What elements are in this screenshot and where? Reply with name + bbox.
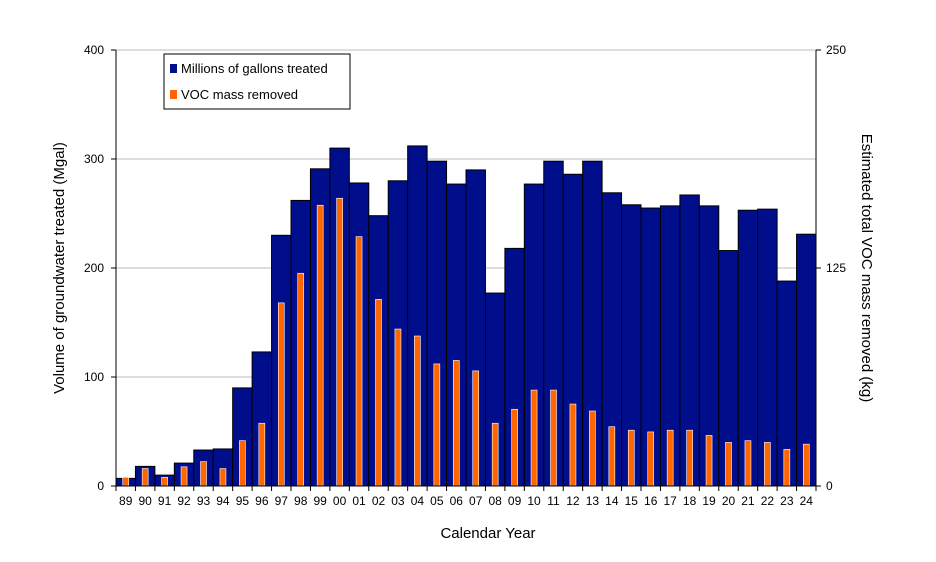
bar-voc [530, 389, 538, 487]
bar-voc [452, 360, 460, 487]
bar-voc [355, 236, 363, 487]
bar-voc [336, 197, 343, 487]
bar-voc [627, 429, 635, 487]
x-tick-label: 92 [177, 494, 191, 508]
x-tick-label: 10 [527, 494, 541, 508]
x-tick-label: 24 [800, 494, 814, 508]
bar-voc [161, 476, 168, 487]
x-tick-label: 99 [313, 494, 327, 508]
legend-label-gallons: Millions of gallons treated [181, 61, 328, 76]
bar-voc [647, 431, 655, 487]
x-tick-label: 06 [450, 494, 464, 508]
bar-voc [802, 443, 810, 487]
x-tick-label: 00 [333, 494, 347, 508]
bar-voc [589, 410, 596, 487]
bar-voc [491, 422, 499, 487]
bar-voc [783, 449, 791, 487]
x-tick-label: 17 [663, 494, 677, 508]
x-tick-label: 94 [216, 494, 230, 508]
bar-voc [433, 363, 441, 487]
bar-voc [277, 302, 285, 487]
legend-label-voc: VOC mass removed [181, 87, 298, 102]
y-left-tick-label: 200 [84, 261, 104, 275]
x-tick-label: 15 [625, 494, 639, 508]
x-tick-label: 98 [294, 494, 308, 508]
x-tick-label: 20 [722, 494, 736, 508]
bar-voc [258, 422, 266, 487]
x-tick-label: 89 [119, 494, 133, 508]
voc-bars [122, 197, 810, 487]
x-tick-label: 14 [605, 494, 619, 508]
y-left-tick-label: 400 [84, 43, 104, 57]
legend-box [163, 53, 351, 110]
bar-voc [180, 466, 188, 487]
bar-voc [472, 370, 480, 487]
bar-voc [764, 442, 771, 487]
bar-voc [608, 426, 616, 487]
bar-voc [414, 335, 421, 487]
y-left-tick-labels: 0 100 200 300 400 [84, 43, 116, 493]
bar-voc [200, 461, 207, 487]
y-right-tick-label: 125 [826, 261, 846, 275]
bar-voc [122, 476, 130, 487]
y-left-tick-label: 300 [84, 152, 104, 166]
x-tick-label: 19 [702, 494, 716, 508]
y-right-tick-label: 250 [826, 43, 846, 57]
x-tick-label: 21 [741, 494, 755, 508]
x-tick-label: 05 [430, 494, 444, 508]
bar-voc [141, 468, 149, 487]
x-tick-label: 01 [352, 494, 366, 508]
x-tick-label: 93 [197, 494, 211, 508]
x-tick-label: 96 [255, 494, 269, 508]
x-tick-label: 09 [508, 494, 522, 508]
bar-voc [239, 440, 246, 487]
legend-swatch-voc [170, 90, 177, 99]
y-left-tick-label: 100 [84, 370, 104, 384]
x-tick-label: 08 [488, 494, 502, 508]
bar-voc [725, 442, 732, 487]
bar-voc [297, 272, 305, 487]
bar-voc [394, 328, 402, 487]
y-left-axis-title: Volume of groundwater treated (Mgal) [51, 142, 68, 394]
y-right-tick-label: 0 [826, 479, 833, 493]
legend-swatch-gallons [170, 64, 177, 73]
bar-voc [744, 440, 752, 487]
gallons-bars [115, 145, 817, 487]
x-tick-label: 11 [547, 494, 560, 508]
bar-voc [569, 403, 577, 487]
x-tick-label: 91 [158, 494, 172, 508]
y-right-axis-title: Estimated total VOC mass removed (kg) [858, 134, 875, 402]
x-tick-label: 02 [372, 494, 386, 508]
bar-voc [686, 429, 693, 487]
bar-voc [511, 408, 518, 487]
legend: Millions of gallons treated VOC mass rem… [163, 53, 351, 110]
x-tick-label: 07 [469, 494, 483, 508]
bar-voc [375, 299, 382, 487]
x-tick-label: 13 [586, 494, 600, 508]
x-tick-label: 23 [780, 494, 794, 508]
bar-voc [666, 429, 674, 487]
x-tick-label: 97 [275, 494, 289, 508]
x-tick-label: 03 [391, 494, 405, 508]
x-tick-label: 04 [411, 494, 425, 508]
y-right-tick-labels: 0 125 250 [816, 43, 846, 493]
x-tick-label: 22 [761, 494, 775, 508]
x-tick-label: 16 [644, 494, 658, 508]
y-left-tick-label: 0 [97, 479, 104, 493]
x-tick-label: 95 [236, 494, 250, 508]
x-tick-label: 18 [683, 494, 697, 508]
x-tick-labels: 89 90 91 92 93 94 95 96 97 98 99 00 01 02 03 04 05 06 07 08… [115, 486, 817, 508]
bar-voc [550, 389, 557, 487]
x-axis-title: Calendar Year [440, 525, 535, 542]
bar-voc [316, 204, 324, 487]
x-tick-label: 90 [138, 494, 152, 508]
bar-voc [219, 468, 227, 487]
x-tick-label: 12 [566, 494, 580, 508]
bar-voc [705, 435, 713, 487]
